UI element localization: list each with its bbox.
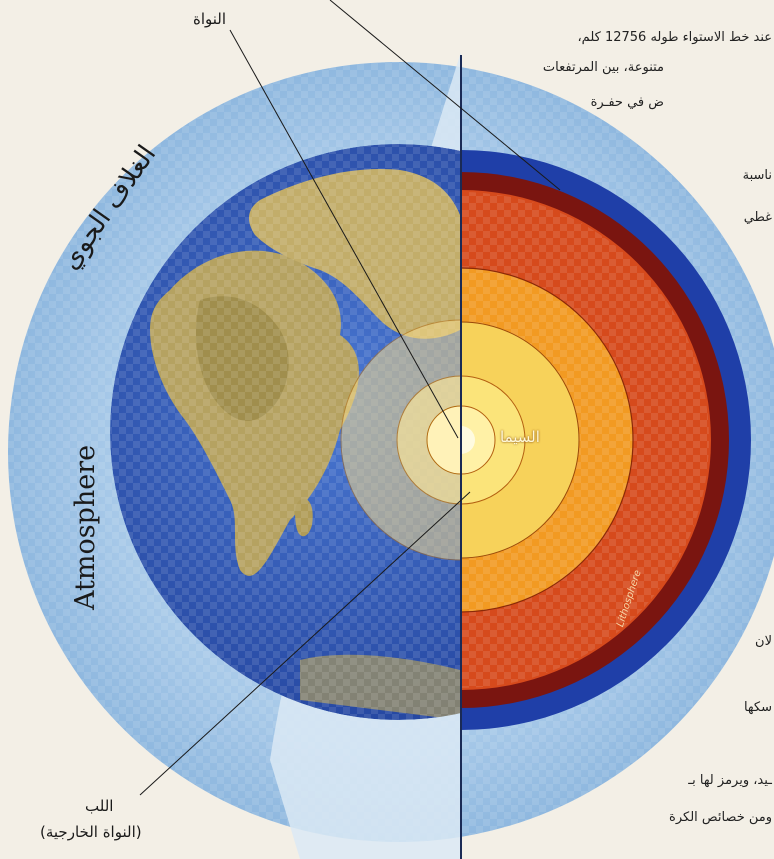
side-text-line-6: لان bbox=[755, 634, 772, 649]
side-text-line-5: غطي bbox=[743, 210, 772, 225]
cross-section bbox=[461, 150, 751, 730]
label-outer-core: (النواة الخارجية) bbox=[40, 823, 142, 841]
label-atmosphere-english: Atmosphere bbox=[70, 444, 101, 610]
label-sima: السيما bbox=[500, 428, 540, 446]
label-core: النواة bbox=[193, 10, 227, 28]
side-text-line-8: ـيد، ويرمز لها بـ bbox=[688, 773, 772, 788]
side-text-line-2: متنوعة، بين المرتفعات bbox=[542, 60, 664, 75]
side-text-line-3: ض في حفـرة bbox=[590, 95, 664, 110]
side-text-line-1: عند خط الاستواء طوله 12756 كلم، bbox=[577, 30, 772, 45]
side-text-line-9: ومن خصائص الكرة bbox=[669, 810, 772, 825]
side-text-line-4: ناسبة bbox=[742, 168, 772, 183]
label-inner-core: اللب bbox=[85, 797, 114, 815]
side-text-line-7: سكها bbox=[743, 700, 772, 715]
